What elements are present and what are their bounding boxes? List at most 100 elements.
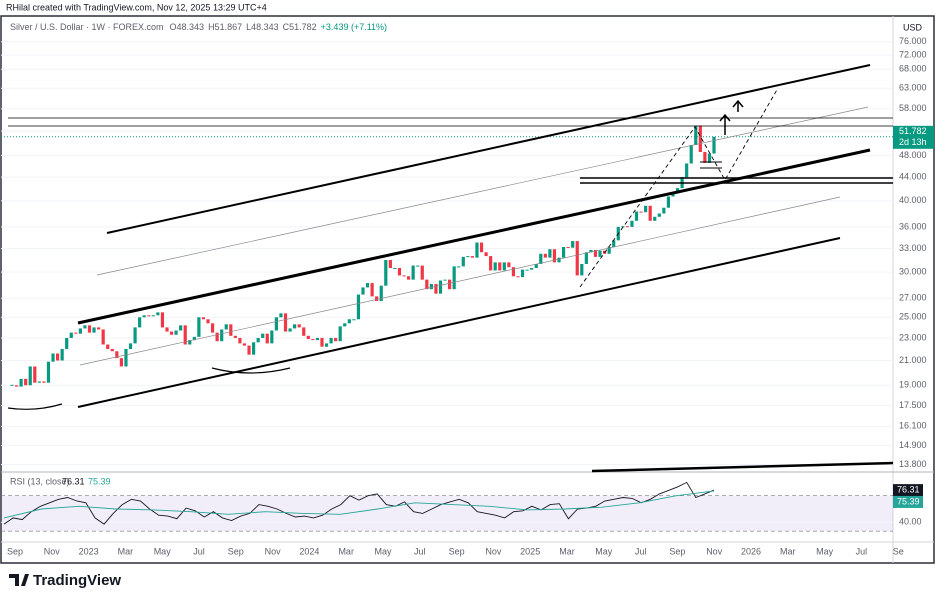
x-tick-label: Jul [856, 546, 868, 556]
candle [470, 256, 474, 258]
candle [489, 256, 493, 271]
candle [320, 337, 324, 347]
candle [420, 265, 424, 280]
y-tick-label: 33.000 [899, 243, 927, 253]
candle [525, 269, 529, 271]
candle [55, 353, 60, 361]
candle [302, 327, 306, 336]
candle [607, 246, 611, 254]
candle [160, 312, 165, 328]
candle [397, 267, 402, 276]
candle [689, 144, 693, 164]
candle [133, 327, 137, 344]
arc [7, 403, 63, 410]
candle [151, 315, 155, 317]
candle [97, 327, 101, 330]
candle [42, 381, 46, 383]
candle [520, 269, 525, 278]
channel-line [106, 64, 871, 234]
candle [589, 249, 593, 253]
x-tick-label: May [374, 546, 392, 556]
x-tick-label: Mar [780, 546, 796, 556]
credit: RHilal created with TradingView.com, Nov… [6, 2, 267, 12]
candle [74, 332, 78, 334]
y-tick-label: 23.000 [899, 332, 927, 342]
rsi-tag-value: 75.39 [897, 496, 920, 506]
candle [639, 211, 643, 213]
candle [329, 337, 333, 344]
rsi-title: RSI (13, close) [10, 476, 70, 486]
candle [156, 312, 160, 316]
candle [434, 283, 438, 294]
candle [261, 333, 265, 338]
candle [685, 163, 689, 178]
y-tick-label: 44.000 [899, 172, 927, 182]
candle [238, 337, 242, 344]
arrow [732, 99, 744, 112]
y-tick-label: 14.900 [899, 440, 927, 450]
candle [379, 285, 383, 301]
candle [388, 260, 392, 268]
candle [311, 339, 315, 341]
candle [630, 220, 634, 227]
candle [147, 315, 151, 317]
candle [183, 325, 187, 345]
rsi-tick-label: 40.00 [899, 517, 922, 527]
x-tick-label: Nov [44, 546, 61, 556]
candle [65, 337, 69, 349]
candle [224, 324, 228, 330]
footer [0, 565, 935, 600]
candle [265, 333, 269, 344]
y-tick-label: 48.000 [899, 150, 927, 160]
candle [169, 331, 174, 335]
candle [384, 260, 388, 286]
candle [288, 328, 292, 332]
candle [92, 327, 96, 333]
candle [119, 358, 123, 367]
rsi-tag [893, 495, 923, 508]
candle [347, 319, 351, 324]
candle [548, 249, 552, 258]
brand-logo [9, 574, 29, 586]
candle [493, 262, 497, 271]
x-tick-label: Nov [485, 546, 502, 556]
candle [429, 283, 433, 290]
candle [247, 345, 251, 355]
candle [315, 337, 320, 341]
candle [557, 257, 561, 263]
open: O48.343 [170, 22, 205, 32]
candle [498, 262, 502, 271]
candle [566, 246, 570, 248]
rsi-legend-value: 76.31 [62, 476, 85, 486]
candle [220, 329, 224, 342]
rsi-tag [893, 484, 923, 497]
candle [402, 275, 406, 277]
y-tick-label: 40.000 [899, 195, 927, 205]
candle [534, 263, 538, 268]
candle [19, 378, 23, 387]
candle [507, 262, 511, 268]
x-tick-label: Jul [635, 546, 647, 556]
candle [543, 253, 547, 258]
candle [324, 343, 329, 347]
price-tag-countdown: 2d 13h [899, 137, 927, 147]
rsi-trend-line [591, 461, 894, 473]
candle [51, 353, 55, 362]
rsi-line [3, 490, 715, 519]
candle [516, 276, 520, 278]
candle [283, 313, 288, 332]
high: H51.867 [208, 22, 242, 32]
candle [197, 317, 201, 337]
candle [210, 323, 215, 333]
symbol-title: Silver / U.S. Dollar · 1W · FOREX.com [10, 22, 164, 32]
x-tick-label: 2026 [741, 546, 761, 556]
candle [279, 313, 283, 318]
price-tag-value: 51.782 [899, 126, 927, 136]
candle [648, 205, 652, 221]
candle [671, 193, 675, 197]
y-tick-label: 16.100 [899, 421, 927, 431]
arc [211, 367, 291, 374]
